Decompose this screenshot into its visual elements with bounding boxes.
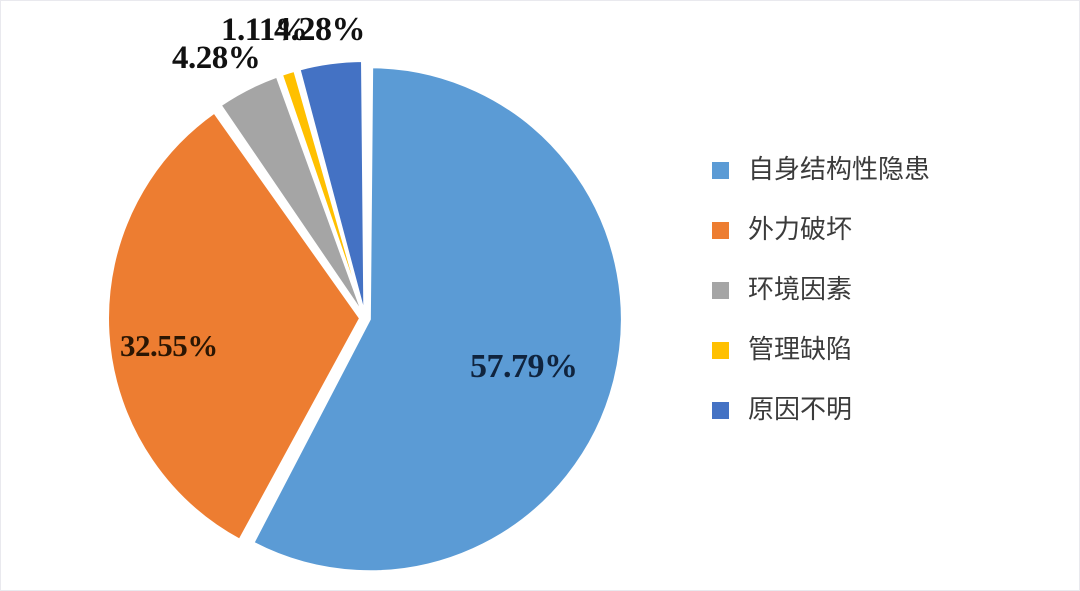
slice-label-unknown-cause: 4.28% [274,11,366,48]
legend-item-unknown-cause[interactable]: 原因不明 [712,380,1052,440]
legend-swatch-icon [712,221,729,239]
legend-item-external-damage[interactable]: 外力破坏 [712,200,1052,260]
legend-swatch-icon [712,161,729,179]
slice-label-environmental-factors: 4.28% [172,40,261,76]
slice-label-management-defects: 1.11% [221,12,308,48]
legend-swatch-icon [712,281,729,299]
pie-slice[interactable] [107,111,362,542]
legend-item-label: 管理缺陷 [748,335,853,365]
pie-slice[interactable] [252,66,623,573]
legend-item-self-structural-hazard[interactable]: 自身结构性隐患 [712,140,1052,200]
legend-item-label: 原因不明 [748,395,853,425]
legend-item-management-defects[interactable]: 管理缺陷 [712,320,1052,380]
legend-swatch-icon [712,341,729,359]
legend-item-label: 环境因素 [748,275,853,305]
legend-swatch-icon [712,401,729,419]
chart-legend: 自身结构性隐患 外力破坏 环境因素 管理缺陷 原因不明 [712,140,1052,440]
legend-item-label: 外力破坏 [748,215,853,245]
slice-label-self-structural-hazard: 57.79% [470,348,578,385]
pie-slice[interactable] [280,69,365,314]
pie-slice[interactable] [298,60,366,314]
pie-slice-group [107,60,623,573]
pie-chart-graphic [107,60,623,573]
pie-plot-area: 57.79% 32.55% 4.28% 1.11% 4.28% [107,11,623,573]
slice-label-external-damage: 32.55% [120,328,218,363]
legend-item-environmental-factors[interactable]: 环境因素 [712,260,1052,320]
pie-slice[interactable] [219,75,364,315]
legend-item-label: 自身结构性隐患 [748,155,931,185]
